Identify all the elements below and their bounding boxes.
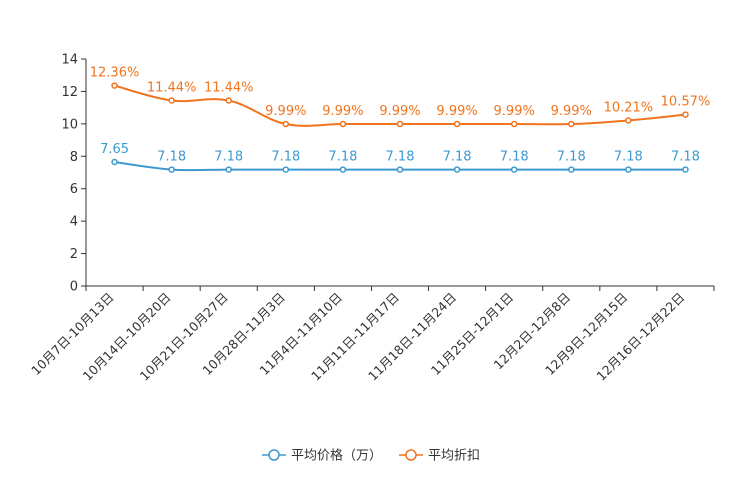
data-label: 7.18	[671, 150, 700, 165]
data-point[interactable]	[282, 166, 290, 173]
data-label: 7.18	[443, 150, 472, 165]
data-label: 7.18	[500, 150, 529, 165]
y-tick-label: 4	[70, 215, 78, 230]
data-point[interactable]	[510, 120, 518, 128]
series-0: 7.65 7.18 7.18 7.18 7.18 7.18 7.18 7.18 7.18 7.18…	[100, 142, 700, 173]
data-label: 7.65	[100, 142, 129, 157]
y-tick-label: 12	[61, 85, 78, 100]
data-label: 10.21%	[604, 100, 654, 115]
data-point[interactable]	[568, 120, 575, 128]
data-point[interactable]	[282, 120, 290, 128]
data-point[interactable]	[510, 166, 518, 173]
data-point[interactable]	[225, 166, 232, 173]
data-point[interactable]	[453, 120, 461, 128]
data-point[interactable]	[339, 166, 347, 173]
data-point[interactable]	[339, 120, 347, 128]
data-point[interactable]	[168, 97, 175, 104]
data-point[interactable]	[168, 166, 175, 173]
data-point[interactable]	[568, 166, 575, 173]
data-label: 7.18	[271, 150, 300, 165]
legend-marker	[268, 449, 280, 461]
data-label: 9.99%	[551, 104, 592, 119]
data-point[interactable]	[453, 166, 461, 173]
data-label: 12.36%	[90, 66, 140, 81]
series-layer: 7.65 7.18 7.18 7.18 7.18 7.18 7.18 7.18 7.18 7.18…	[90, 66, 711, 173]
data-label: 9.99%	[436, 104, 477, 119]
data-label: 7.18	[157, 150, 186, 165]
data-label: 9.99%	[265, 104, 306, 119]
data-point[interactable]	[396, 166, 404, 173]
data-label: 11.44%	[147, 81, 197, 96]
data-point[interactable]	[682, 111, 689, 118]
data-label: 11.44%	[204, 81, 254, 96]
data-point[interactable]	[111, 82, 118, 89]
data-label: 9.99%	[379, 104, 420, 119]
y-tick-label: 10	[61, 117, 78, 132]
data-label: 10.57%	[661, 95, 711, 110]
series-1: 12.36% 11.44% 11.44% 9.99% 9.99% 9.99% 9.99% 9.…	[90, 66, 711, 128]
data-point[interactable]	[225, 97, 232, 104]
x-axis: 10月7日-10月13日10月14日-10月20日10月21日-10月27日10…	[28, 285, 715, 384]
legend-item-1[interactable]: 平均折扣	[399, 449, 480, 464]
legend-item-0[interactable]: 平均价格（万）	[262, 448, 382, 464]
data-label: 7.18	[614, 150, 643, 165]
y-tick-label: 6	[70, 182, 78, 197]
data-point[interactable]	[682, 166, 689, 173]
data-label: 7.18	[214, 150, 243, 165]
data-label: 9.99%	[322, 104, 363, 119]
data-point[interactable]	[396, 120, 404, 128]
y-axis: 0 2 4 6 8 10 12 14	[61, 53, 87, 295]
legend: 平均价格（万） 平均折扣	[262, 448, 480, 464]
data-point[interactable]	[625, 117, 632, 124]
legend-marker	[405, 449, 417, 461]
data-label: 7.18	[328, 150, 357, 165]
data-point[interactable]	[111, 158, 118, 166]
y-tick-label: 2	[70, 247, 78, 262]
y-tick-label: 0	[70, 280, 78, 295]
data-label: 9.99%	[494, 104, 535, 119]
legend-label: 平均折扣	[428, 449, 480, 464]
y-tick-label: 14	[61, 53, 78, 68]
y-tick-label: 8	[70, 150, 78, 165]
legend-label: 平均价格（万）	[291, 448, 382, 464]
data-label: 7.18	[557, 150, 586, 165]
data-point[interactable]	[625, 166, 632, 173]
data-label: 7.18	[386, 150, 415, 165]
